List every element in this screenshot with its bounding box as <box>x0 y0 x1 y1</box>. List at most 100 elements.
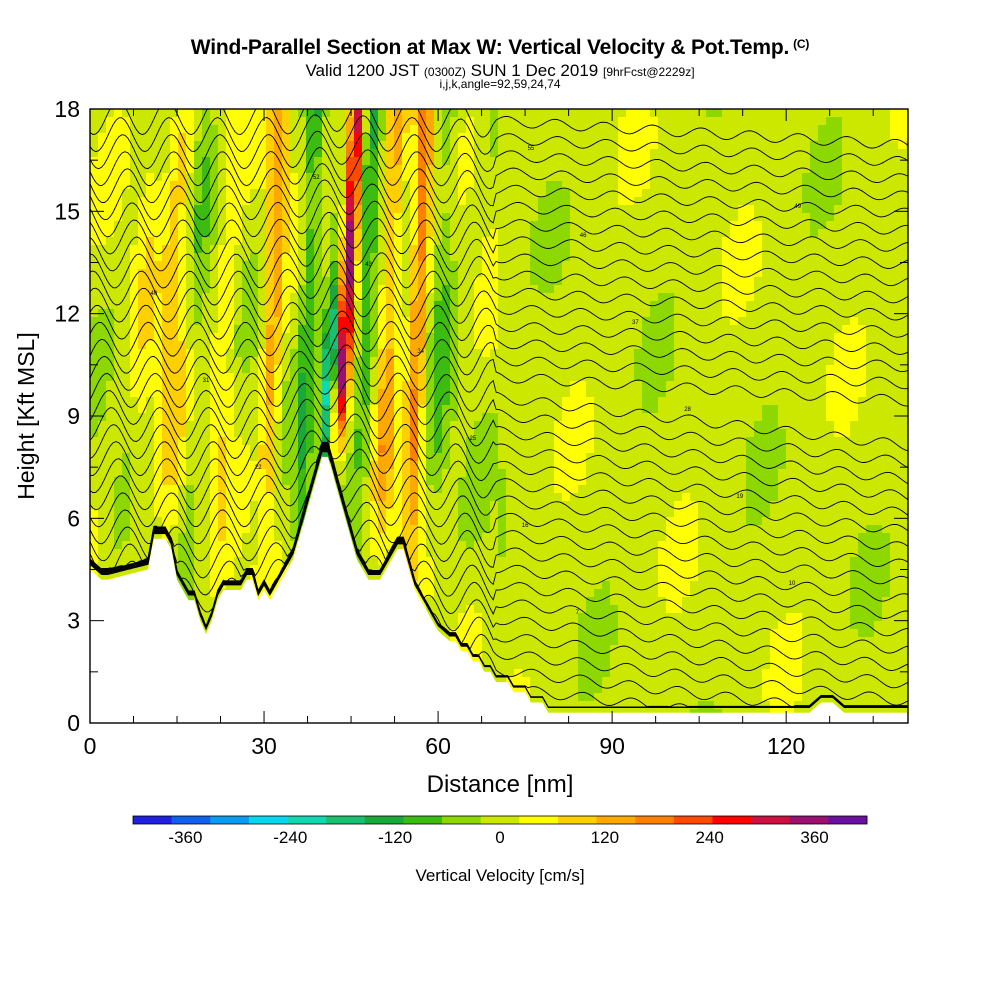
field-cell <box>234 141 243 150</box>
field-cell <box>426 493 435 502</box>
field-cell <box>722 245 731 254</box>
field-cell <box>282 341 291 350</box>
field-cell <box>442 149 451 158</box>
field-cell <box>402 157 411 166</box>
field-cell <box>682 397 691 406</box>
field-cell <box>114 309 123 318</box>
field-cell <box>578 125 587 134</box>
field-cell <box>530 469 539 478</box>
field-cell <box>122 429 131 438</box>
field-cell <box>682 237 691 246</box>
field-cell <box>338 181 347 190</box>
field-cell <box>530 197 539 206</box>
field-cell <box>506 269 515 278</box>
field-cell <box>690 309 699 318</box>
field-cell <box>530 181 539 190</box>
field-cell <box>410 389 419 398</box>
field-cell <box>850 109 859 118</box>
field-cell <box>98 125 107 134</box>
field-cell <box>554 237 563 246</box>
field-cell <box>522 165 531 174</box>
field-cell <box>858 125 867 134</box>
field-cell <box>554 141 563 150</box>
field-cell <box>162 285 171 294</box>
field-cell <box>394 173 403 182</box>
field-cell <box>890 253 899 262</box>
field-cell <box>874 213 883 222</box>
field-cell <box>362 365 371 374</box>
field-cell <box>834 309 843 318</box>
field-cell <box>522 341 531 350</box>
field-cell <box>282 293 291 302</box>
field-cell <box>626 397 635 406</box>
field-cell <box>530 245 539 254</box>
field-cell <box>850 309 859 318</box>
field-cell <box>866 469 875 478</box>
field-cell <box>650 165 659 174</box>
field-cell <box>762 261 771 270</box>
field-cell <box>386 293 395 302</box>
field-cell <box>130 469 139 478</box>
field-cell <box>410 157 419 166</box>
field-cell <box>226 437 235 446</box>
field-cell <box>522 197 531 206</box>
field-cell <box>474 357 483 366</box>
field-cell <box>658 301 667 310</box>
field-cell <box>490 141 499 150</box>
field-cell <box>482 117 491 126</box>
field-cell <box>450 157 459 166</box>
field-cell <box>370 461 379 470</box>
field-cell <box>770 357 779 366</box>
field-cell <box>442 253 451 262</box>
field-cell <box>338 485 347 494</box>
field-cell <box>546 293 555 302</box>
field-cell <box>730 309 739 318</box>
field-cell <box>322 221 331 230</box>
field-cell <box>562 373 571 382</box>
field-cell <box>466 293 475 302</box>
field-cell <box>186 245 195 254</box>
field-cell <box>306 405 315 414</box>
field-cell <box>658 333 667 342</box>
field-cell <box>322 213 331 222</box>
field-cell <box>186 357 195 366</box>
field-cell <box>106 429 115 438</box>
field-cell <box>434 341 443 350</box>
field-cell <box>450 429 459 438</box>
field-cell <box>234 437 243 446</box>
field-cell <box>570 205 579 214</box>
field-cell <box>634 157 643 166</box>
field-cell <box>866 461 875 470</box>
field-cell <box>698 429 707 438</box>
field-cell <box>418 485 427 494</box>
field-cell <box>874 445 883 454</box>
field-cell <box>442 341 451 350</box>
field-cell <box>114 405 123 414</box>
field-cell <box>802 389 811 398</box>
field-cell <box>778 405 787 414</box>
field-cell <box>906 157 908 166</box>
field-cell <box>354 453 363 462</box>
field-cell <box>458 453 467 462</box>
field-cell <box>106 437 115 446</box>
field-cell <box>498 357 507 366</box>
field-cell <box>618 245 627 254</box>
field-cell <box>90 229 99 238</box>
field-cell <box>594 389 603 398</box>
field-cell <box>770 373 779 382</box>
field-cell <box>418 133 427 142</box>
field-cell <box>210 165 219 174</box>
field-cell <box>890 293 899 302</box>
field-cell <box>698 165 707 174</box>
field-cell <box>890 469 899 478</box>
field-cell <box>738 157 747 166</box>
field-cell <box>706 189 715 198</box>
field-cell <box>234 317 243 326</box>
field-cell <box>418 493 427 502</box>
field-cell <box>210 309 219 318</box>
field-cell <box>818 357 827 366</box>
field-cell <box>474 149 483 158</box>
field-cell <box>762 109 771 118</box>
field-cell <box>874 461 883 470</box>
field-cell <box>898 269 907 278</box>
